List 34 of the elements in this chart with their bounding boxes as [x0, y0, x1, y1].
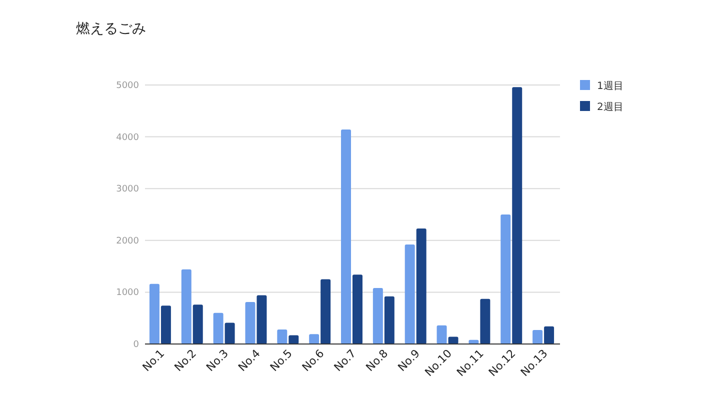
- y-tick-label: 4000: [116, 132, 140, 143]
- bar: [512, 87, 522, 344]
- bar: [320, 279, 331, 344]
- bar: [149, 284, 160, 344]
- chart-title: 燃えるごみ: [76, 21, 146, 37]
- bar: [480, 298, 490, 344]
- y-tick-label: 1000: [116, 288, 140, 298]
- bar: [532, 330, 543, 344]
- bar: [309, 334, 320, 344]
- bar: [544, 326, 554, 344]
- bar: [404, 244, 415, 344]
- bar: [416, 228, 426, 344]
- bar: [181, 269, 192, 344]
- y-tick-label: 0: [133, 340, 140, 350]
- bar: [160, 306, 171, 344]
- bar: [192, 304, 203, 344]
- bar: [448, 336, 458, 344]
- legend-label: 1週目: [597, 81, 624, 92]
- bar: [277, 329, 288, 344]
- bar: [341, 130, 351, 344]
- bar: [213, 312, 224, 344]
- y-tick-label: 5000: [116, 81, 140, 91]
- bar: [500, 214, 511, 344]
- bar: [352, 274, 362, 344]
- y-tick-label: 2000: [116, 236, 140, 246]
- bar: [256, 295, 267, 344]
- legend-label: 2週目: [597, 102, 624, 113]
- bar: [245, 302, 256, 344]
- bar: [384, 296, 394, 344]
- bar: [288, 335, 299, 344]
- bar: [224, 322, 235, 344]
- bar: [436, 325, 447, 344]
- bar: [372, 288, 383, 344]
- y-tick-label: 3000: [116, 184, 140, 195]
